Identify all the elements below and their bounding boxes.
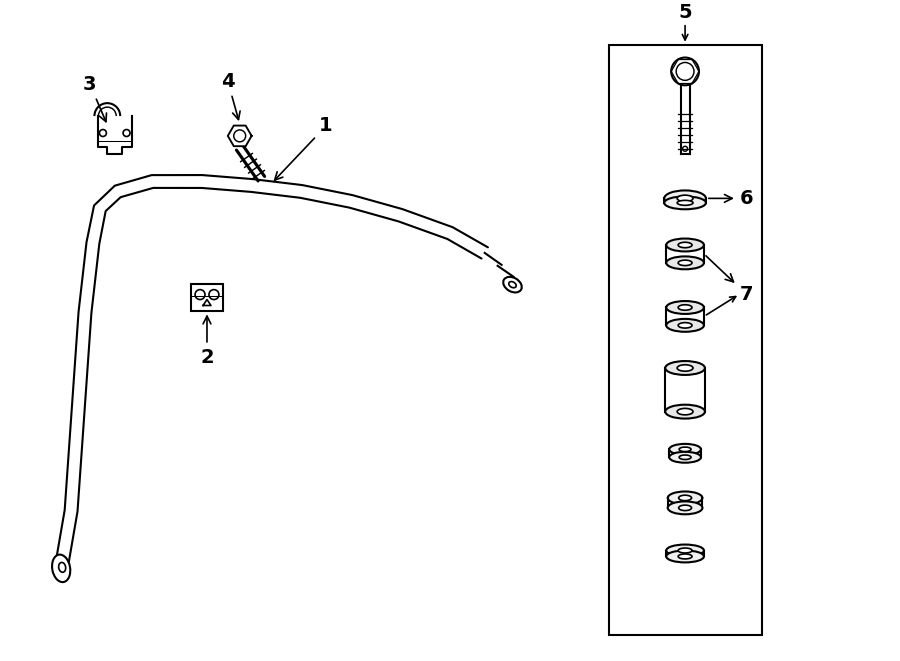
Ellipse shape <box>665 361 705 375</box>
Ellipse shape <box>678 305 692 310</box>
Bar <box>608 45 762 635</box>
Ellipse shape <box>679 495 691 500</box>
Ellipse shape <box>58 563 66 572</box>
Ellipse shape <box>678 554 692 559</box>
Text: 6: 6 <box>708 189 753 208</box>
Ellipse shape <box>52 555 70 582</box>
Ellipse shape <box>680 455 691 459</box>
Ellipse shape <box>668 502 702 514</box>
Text: 5: 5 <box>679 3 692 22</box>
Ellipse shape <box>670 444 701 455</box>
Text: 3: 3 <box>83 75 106 122</box>
Ellipse shape <box>677 195 693 202</box>
Text: 4: 4 <box>221 72 240 120</box>
Ellipse shape <box>679 505 691 510</box>
Ellipse shape <box>677 365 693 371</box>
Ellipse shape <box>677 200 693 206</box>
Ellipse shape <box>666 545 704 557</box>
Ellipse shape <box>668 492 702 504</box>
Ellipse shape <box>664 190 706 206</box>
Ellipse shape <box>678 243 692 248</box>
Ellipse shape <box>678 260 692 266</box>
Text: 7: 7 <box>706 256 753 303</box>
Bar <box>191 284 223 311</box>
Ellipse shape <box>677 408 693 415</box>
Text: 2: 2 <box>200 316 214 367</box>
Ellipse shape <box>665 405 705 418</box>
Circle shape <box>671 58 699 85</box>
Polygon shape <box>228 126 252 146</box>
Ellipse shape <box>678 548 692 553</box>
Ellipse shape <box>664 196 706 210</box>
Ellipse shape <box>666 239 704 251</box>
Ellipse shape <box>666 319 704 332</box>
Ellipse shape <box>508 282 517 288</box>
Ellipse shape <box>670 452 701 463</box>
Ellipse shape <box>666 551 704 563</box>
Ellipse shape <box>666 256 704 269</box>
Text: 1: 1 <box>274 116 333 180</box>
Ellipse shape <box>503 277 522 292</box>
Ellipse shape <box>678 323 692 328</box>
Ellipse shape <box>666 301 704 314</box>
Ellipse shape <box>680 447 691 451</box>
